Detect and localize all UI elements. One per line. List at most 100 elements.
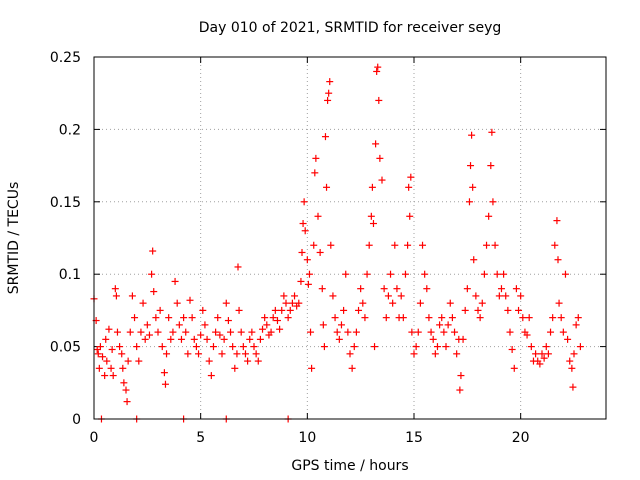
data-point (416, 299, 424, 307)
data-point (566, 357, 574, 365)
chart-title: Day 010 of 2021, SRMTID for receiver sey… (199, 20, 502, 36)
data-point (375, 96, 383, 104)
data-point (405, 183, 413, 191)
data-point (425, 314, 433, 322)
data-point (299, 220, 307, 228)
data-point (453, 350, 461, 358)
data-point (131, 314, 139, 322)
data-point (359, 299, 367, 307)
data-point (380, 285, 388, 293)
data-point (376, 154, 384, 162)
data-point (199, 306, 207, 314)
data-point (551, 241, 559, 249)
x-tick-label: 15 (405, 430, 423, 446)
data-point (421, 270, 429, 278)
data-point (312, 154, 320, 162)
data-point (542, 343, 550, 351)
data-point (227, 328, 235, 336)
data-point (154, 328, 162, 336)
data-point (568, 364, 576, 372)
data-point (491, 241, 499, 249)
data-point (325, 89, 333, 97)
data-point (231, 364, 239, 372)
data-point (442, 343, 450, 351)
data-point (456, 386, 464, 394)
y-tick-label: 0.2 (59, 122, 81, 138)
data-point (468, 131, 476, 139)
plot-frame (93, 56, 607, 420)
y-tick-label: 0.05 (50, 340, 81, 356)
y-tick-label: 0.25 (50, 50, 81, 66)
data-point (508, 345, 516, 353)
data-point (438, 314, 446, 322)
data-point (410, 350, 418, 358)
data-point (177, 335, 185, 343)
data-point (116, 343, 124, 351)
data-point (229, 343, 237, 351)
data-point (387, 270, 395, 278)
data-point (384, 292, 392, 300)
data-point (310, 241, 318, 249)
data-point (171, 277, 179, 285)
data-point (152, 314, 160, 322)
data-point (457, 372, 465, 380)
data-point (278, 306, 286, 314)
data-point (469, 183, 477, 191)
data-point (180, 314, 188, 322)
data-point (120, 379, 128, 387)
data-point (167, 335, 175, 343)
data-point (303, 256, 311, 264)
data-point (143, 321, 151, 329)
data-point (401, 270, 409, 278)
data-point (495, 292, 503, 300)
y-tick-label: 0.15 (50, 195, 81, 211)
data-point (118, 350, 126, 358)
data-point (517, 292, 525, 300)
data-point (404, 241, 412, 249)
data-point (169, 328, 177, 336)
data-point (365, 241, 373, 249)
data-point (357, 285, 365, 293)
data-point (480, 270, 488, 278)
data-point (320, 343, 328, 351)
data-point (433, 343, 441, 351)
data-point (318, 285, 326, 293)
data-point (569, 383, 577, 391)
data-point (311, 169, 319, 177)
data-point (316, 248, 324, 256)
data-point (135, 357, 143, 365)
data-point (319, 321, 327, 329)
data-point (188, 314, 196, 322)
data-point (111, 285, 119, 293)
data-point (288, 299, 296, 307)
data-point (284, 314, 292, 322)
data-point (295, 299, 303, 307)
data-point (271, 306, 279, 314)
data-point (519, 314, 527, 322)
data-point (463, 285, 471, 293)
data-point (451, 328, 459, 336)
data-point (461, 306, 469, 314)
data-point (163, 350, 171, 358)
data-point (391, 241, 399, 249)
data-point (399, 314, 407, 322)
data-point (429, 335, 437, 343)
data-point (107, 364, 115, 372)
data-point (576, 343, 584, 351)
data-point (184, 350, 192, 358)
data-point (286, 306, 294, 314)
data-point (372, 140, 380, 148)
data-point (267, 328, 275, 336)
data-point (504, 306, 512, 314)
data-point (333, 328, 341, 336)
data-point (414, 328, 422, 336)
data-point (273, 317, 281, 325)
data-point (222, 299, 230, 307)
data-point (190, 335, 198, 343)
data-point (436, 321, 444, 329)
data-point (269, 314, 277, 322)
data-point (248, 328, 256, 336)
data-point (305, 270, 313, 278)
data-point (145, 331, 153, 339)
data-point (141, 335, 149, 343)
